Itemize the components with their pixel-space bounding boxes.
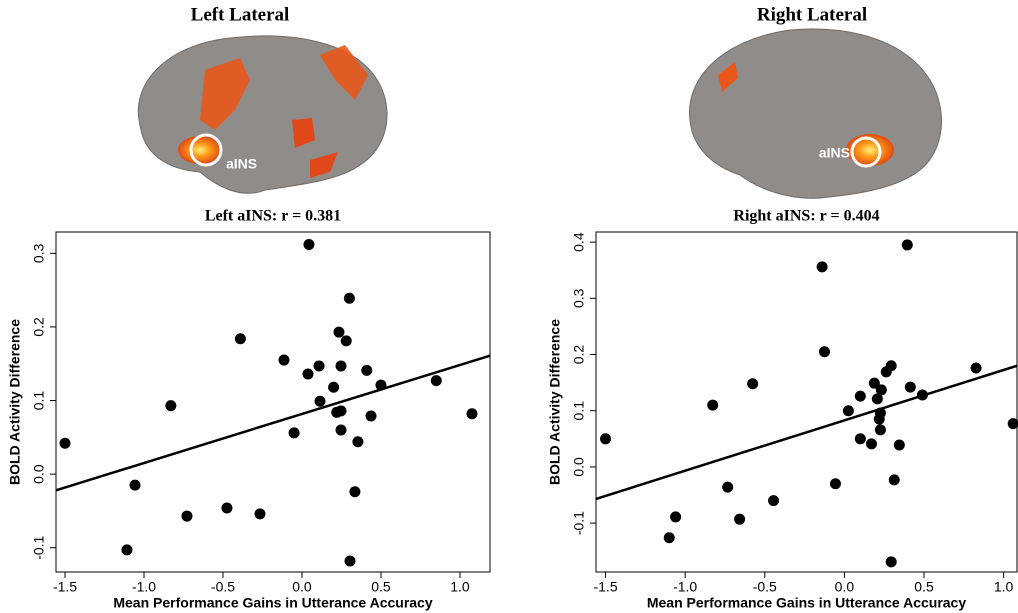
x-tick-label: 0.0 [835, 579, 855, 595]
y-tick-label: -0.1 [31, 535, 47, 559]
region-label: aINS [226, 156, 257, 172]
scatter-point [221, 502, 233, 514]
x-axis-title: Mean Performance Gains in Utterance Accu… [647, 595, 966, 611]
scatter-point [880, 366, 892, 378]
scatter-point [868, 377, 880, 389]
y-tick-label: 0.0 [571, 457, 587, 477]
scatter-point [303, 239, 315, 251]
scatter-point [600, 433, 612, 445]
y-tick-label: -0.1 [571, 511, 587, 535]
scatter-point [344, 555, 356, 567]
scatter-point [352, 436, 364, 448]
x-tick-label: -1.0 [132, 579, 156, 595]
scatter-point [361, 364, 373, 376]
y-axis-title: BOLD Activity Difference [547, 319, 563, 485]
scatter-point [768, 495, 780, 507]
scatter-point [335, 424, 347, 436]
y-tick-label: 0.0 [31, 464, 47, 484]
region-label: aINS [819, 145, 850, 161]
scatter-point [1007, 418, 1018, 430]
plot-frame [55, 231, 491, 573]
scatter-point [340, 335, 352, 347]
x-tick-label: -1.5 [593, 579, 617, 595]
scatter-point [365, 410, 377, 422]
scatter-point [874, 424, 886, 436]
fit-line [595, 364, 1018, 501]
scatter-point [430, 375, 442, 387]
scatter-point [871, 393, 883, 405]
scatter-point [121, 544, 133, 556]
scatter-point [842, 405, 854, 417]
scatter-point [670, 511, 682, 523]
scatter-point [663, 532, 675, 544]
scatter-point [885, 556, 897, 568]
y-tick-label: 0.3 [571, 288, 587, 308]
x-tick-label: 1.0 [450, 579, 470, 595]
x-tick-label: 0.5 [914, 579, 934, 595]
scatter-point [865, 438, 877, 450]
scatter-point [707, 399, 719, 411]
scatter-point [734, 513, 746, 525]
scatter-point [747, 378, 759, 390]
scatter-point [129, 479, 141, 491]
fit-line [55, 354, 491, 492]
y-tick-label: 0.2 [31, 317, 47, 337]
brain-title: Left Lateral [191, 4, 290, 25]
y-tick-label: 0.4 [571, 232, 587, 252]
x-tick-label: 1.0 [994, 579, 1014, 595]
x-tick-label: 0.5 [371, 579, 391, 595]
scatter-point [335, 360, 347, 372]
scatter-point [722, 481, 734, 493]
scatter-point [970, 362, 982, 374]
scatter-point [59, 437, 71, 449]
scatter-point [818, 346, 830, 358]
scatter-point [288, 427, 300, 439]
scatter-point [901, 239, 913, 251]
scatter-point [854, 433, 866, 445]
x-tick-label: -0.5 [753, 579, 777, 595]
right-brain: Right Lateral aINS [689, 4, 942, 199]
y-axis-title: BOLD Activity Difference [7, 319, 23, 485]
scatter-point [854, 390, 866, 402]
scatter-point [278, 354, 290, 366]
x-axis-title: Mean Performance Gains in Utterance Accu… [113, 595, 432, 611]
scatter-point [165, 400, 177, 412]
y-tick-label: 0.3 [31, 243, 47, 263]
y-tick-label: 0.2 [571, 345, 587, 365]
scatter-point [302, 368, 314, 380]
scatter-point [466, 408, 478, 420]
plot-frame [595, 231, 1018, 573]
y-tick-label: 0.1 [31, 391, 47, 411]
scatter-point [333, 326, 345, 338]
scatter-point [313, 360, 325, 372]
chart-title: Right aINS: r = 0.404 [733, 208, 879, 225]
x-tick-label: -1.0 [673, 579, 697, 595]
x-tick-label: 0.0 [292, 579, 312, 595]
x-tick-label: -0.5 [211, 579, 235, 595]
scatter-point [314, 395, 326, 407]
scatter-point [343, 292, 355, 304]
scatter-point [349, 486, 361, 498]
x-tick-label: -1.5 [53, 579, 77, 595]
scatter-point [873, 413, 885, 425]
scatter-point [829, 478, 841, 490]
left-brain: Left Lateral aINS [137, 4, 388, 194]
scatter-point [234, 333, 246, 345]
scatter-point [888, 474, 900, 486]
scatter-point [893, 439, 905, 451]
scatter-point [254, 508, 266, 520]
chart-title: Left aINS: r = 0.381 [205, 208, 341, 225]
brain-title: Right Lateral [757, 4, 867, 25]
y-tick-label: 0.1 [571, 401, 587, 421]
scatter-point [904, 381, 916, 393]
scatter-point [816, 261, 828, 273]
scatter-point [181, 510, 193, 522]
scatter-point [335, 405, 347, 417]
scatter-point [875, 384, 887, 396]
scatter-point [328, 381, 340, 393]
